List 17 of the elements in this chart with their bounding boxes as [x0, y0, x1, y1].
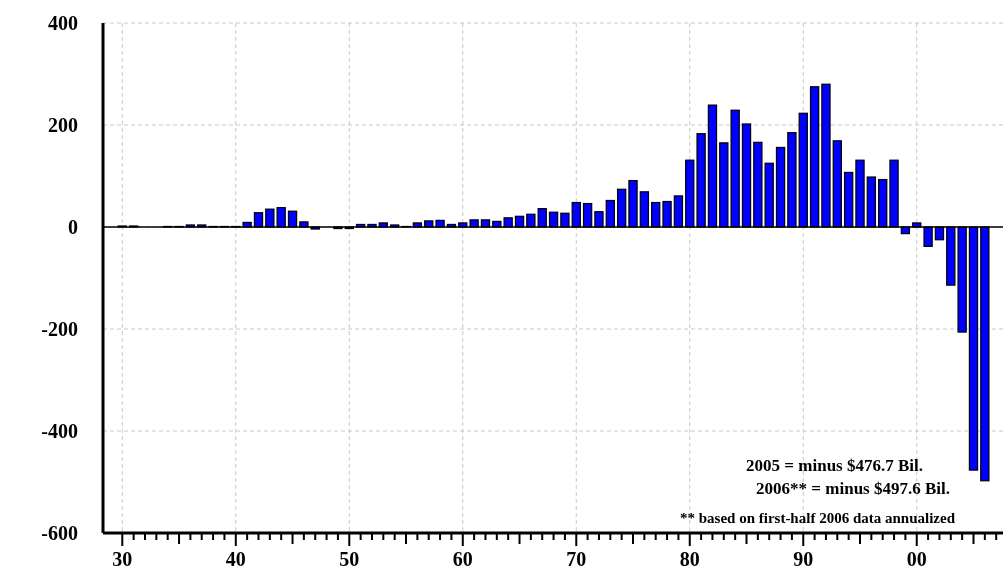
x-tick-label: 40 [225, 548, 246, 570]
x-tick-label: 30 [112, 548, 133, 570]
x-tick-label: 70 [566, 548, 587, 570]
y-tick-label: -400 [41, 420, 78, 442]
annotation: 2005 = minus $476.7 Bil. [746, 456, 923, 475]
y-tick-label: 200 [48, 114, 78, 136]
x-tick-label: 00 [906, 548, 927, 570]
y-tick-label: 400 [48, 12, 78, 34]
y-tick-label: 0 [68, 216, 78, 238]
y-tick-label: -200 [41, 318, 78, 340]
annotation: ** based on first-half 2006 data annualized [679, 510, 956, 526]
y-tick-label: -600 [41, 522, 78, 544]
x-tick-label: 50 [339, 548, 360, 570]
x-tick-label: 60 [452, 548, 473, 570]
annotation: 2006** = minus $497.6 Bil. [756, 479, 950, 498]
x-tick-label: 90 [793, 548, 814, 570]
x-tick-label: 80 [679, 548, 700, 570]
